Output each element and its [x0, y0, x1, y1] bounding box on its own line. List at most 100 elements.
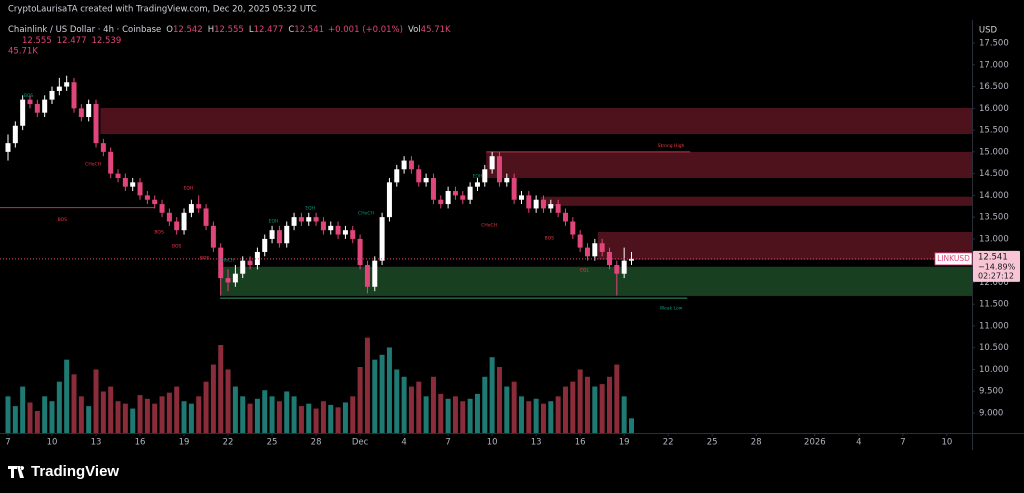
volume-bar	[320, 401, 326, 433]
logo: TradingView	[8, 463, 119, 480]
countdown-label: 02:27:12	[978, 271, 1014, 280]
volume-bar	[364, 337, 370, 433]
y-tick-label: 9.500	[979, 387, 1003, 397]
annotation: CHoCH	[481, 222, 497, 228]
candle-body	[408, 160, 414, 170]
y-tick-label: 17.500	[979, 39, 1009, 49]
candle-body	[445, 191, 451, 205]
volume-bar	[335, 407, 341, 433]
candle-body	[518, 195, 524, 200]
zone	[100, 107, 973, 135]
candle-body	[137, 182, 143, 196]
candle-body	[416, 169, 422, 183]
volume-bar	[262, 390, 268, 433]
candle-body	[49, 90, 55, 100]
volume-bar	[174, 386, 180, 433]
credit: CryptoLaurisaTA created with TradingView…	[8, 5, 317, 15]
volume-bar	[423, 396, 429, 433]
candle-body	[438, 199, 444, 205]
volume-bar	[130, 408, 136, 433]
volume-bar	[452, 396, 458, 433]
volume-bar	[416, 381, 422, 433]
legend-ohlc-value: 12.542	[173, 25, 203, 35]
legend-ohlc-value: 12.555	[214, 25, 244, 35]
volume-bar	[291, 396, 297, 433]
volume-bar	[78, 396, 84, 433]
candle-body	[379, 217, 385, 261]
annotation: BOS	[545, 236, 555, 242]
volume-bar	[5, 396, 11, 433]
candle-body	[313, 217, 319, 222]
candle-body	[291, 217, 297, 226]
volume-bar	[159, 396, 165, 433]
annotation: CHoCH	[219, 257, 235, 263]
zone	[540, 196, 972, 206]
candle-body	[511, 177, 517, 200]
candle-body	[430, 177, 436, 200]
volume-bar	[42, 396, 48, 433]
logo-icon	[8, 466, 25, 478]
candle-body	[122, 177, 128, 187]
legend-ohlc-label: H	[208, 25, 214, 35]
volume-bar	[496, 367, 502, 433]
volume-bar	[188, 403, 194, 433]
y-tick-label: 10.000	[979, 365, 1009, 375]
volume-bar	[489, 357, 495, 433]
volume-bar	[482, 376, 488, 433]
volume-bar	[218, 345, 224, 433]
candle-body	[474, 182, 480, 187]
candle-body	[335, 225, 341, 235]
candle-body	[276, 230, 282, 244]
volume-bar	[511, 381, 517, 433]
y-tick-label: 9.000	[979, 408, 1003, 418]
volume-bar	[342, 402, 348, 433]
candle-body	[188, 204, 194, 213]
candle-body	[159, 204, 165, 213]
candle-body	[166, 212, 172, 222]
symbol-label: LINKUSD	[937, 254, 970, 263]
candle-body	[577, 234, 583, 248]
volume-bar	[430, 376, 436, 433]
candle-body	[452, 191, 458, 196]
zone	[219, 266, 973, 296]
candle-body	[152, 199, 158, 205]
x-tick-label: 25	[267, 438, 278, 448]
candle-body	[93, 103, 99, 144]
candle-body	[489, 156, 495, 170]
volume-bar	[93, 369, 99, 433]
candle-body	[27, 99, 33, 104]
annotation: BOS	[154, 229, 164, 235]
candle-body	[144, 195, 150, 200]
volume-bar	[12, 406, 18, 433]
volume-bar	[474, 393, 480, 433]
x-tick-label: 10	[487, 438, 498, 448]
volume-bar	[247, 403, 253, 433]
x-tick-label: 7	[445, 438, 450, 448]
candle-body	[320, 221, 326, 231]
candle-body	[357, 238, 363, 266]
indicator-value: 12.539	[92, 36, 122, 46]
candle-body	[298, 217, 304, 222]
volume-bar	[562, 386, 568, 433]
candle-body	[181, 212, 187, 231]
candle-body	[115, 173, 121, 178]
annotation: BOS	[58, 217, 68, 223]
candle-body	[548, 204, 554, 209]
volume-bar	[548, 401, 554, 433]
candle-body	[570, 221, 576, 235]
indicator-value: 12.477	[57, 36, 87, 46]
volume-bar	[584, 376, 590, 433]
volume-bar	[152, 403, 158, 433]
annotation: EQH	[305, 206, 315, 212]
volume-bar	[284, 391, 290, 433]
candle-body	[386, 182, 392, 218]
candle-body	[56, 86, 62, 91]
annotation: EQH	[473, 173, 483, 179]
x-tick-label: 16	[575, 438, 586, 448]
volume-bar	[350, 396, 356, 433]
candle-body	[174, 221, 180, 231]
logo-text: TradingView	[31, 463, 119, 480]
axes: 9.000 9.500 10.000 10.500 11.000 11.500 12.000…	[5, 39, 1020, 448]
legend-vol-value: 45.71K	[421, 25, 451, 35]
